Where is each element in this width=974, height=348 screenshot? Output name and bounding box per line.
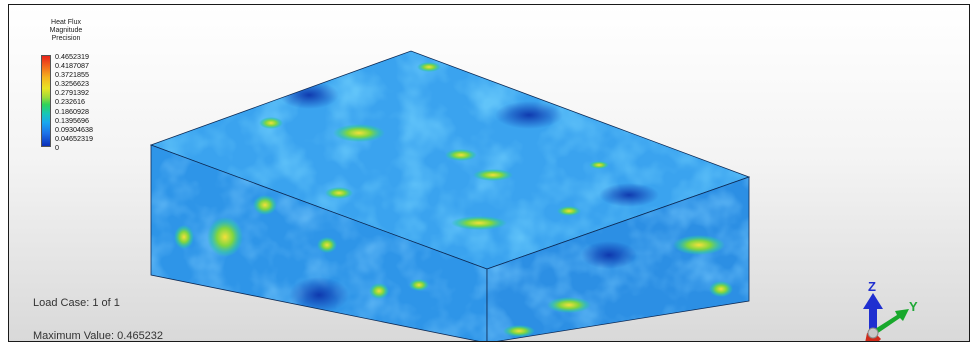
legend-value: 0.3256623 xyxy=(55,79,89,89)
legend-value: 0 xyxy=(55,142,59,152)
legend-color-bar xyxy=(41,55,51,147)
legend-title: Heat Flux Magnitude Precision xyxy=(31,19,101,43)
legend-value: 0.4187087 xyxy=(55,61,89,71)
legend-value: 0.232616 xyxy=(55,97,85,107)
load-case-label: Load Case: 1 of 1 xyxy=(33,297,120,309)
legend-value: 0.1860928 xyxy=(55,106,89,116)
legend-title-line: Magnitude xyxy=(49,27,83,34)
legend-value: 0.04652319 xyxy=(55,133,93,143)
maximum-value-label: Maximum Value: 0.465232 xyxy=(33,330,164,342)
model-viewport[interactable] xyxy=(9,5,970,342)
axis-triad-icon[interactable]: Z Y xyxy=(851,277,921,342)
legend-value: 0.2791392 xyxy=(55,88,89,98)
legend-title-line: Precision xyxy=(51,35,81,42)
axis-y-label: Y xyxy=(909,299,918,314)
viewport-frame[interactable]: Heat Flux Magnitude Precision 0.4652319 … xyxy=(8,4,970,342)
color-legend: Heat Flux Magnitude Precision 0.4652319 … xyxy=(31,19,141,152)
legend-value: 0.3721855 xyxy=(55,70,89,80)
legend-value: 0.4652319 xyxy=(55,52,89,61)
legend-title-line: Heat Flux xyxy=(51,19,81,26)
legend-value: 0.1395696 xyxy=(55,115,89,125)
legend-labels: 0.4652319 0.4187087 0.3721855 0.3256623 … xyxy=(55,52,93,152)
axis-z-label: Z xyxy=(868,279,876,294)
legend-value: 0.09304638 xyxy=(55,124,93,134)
